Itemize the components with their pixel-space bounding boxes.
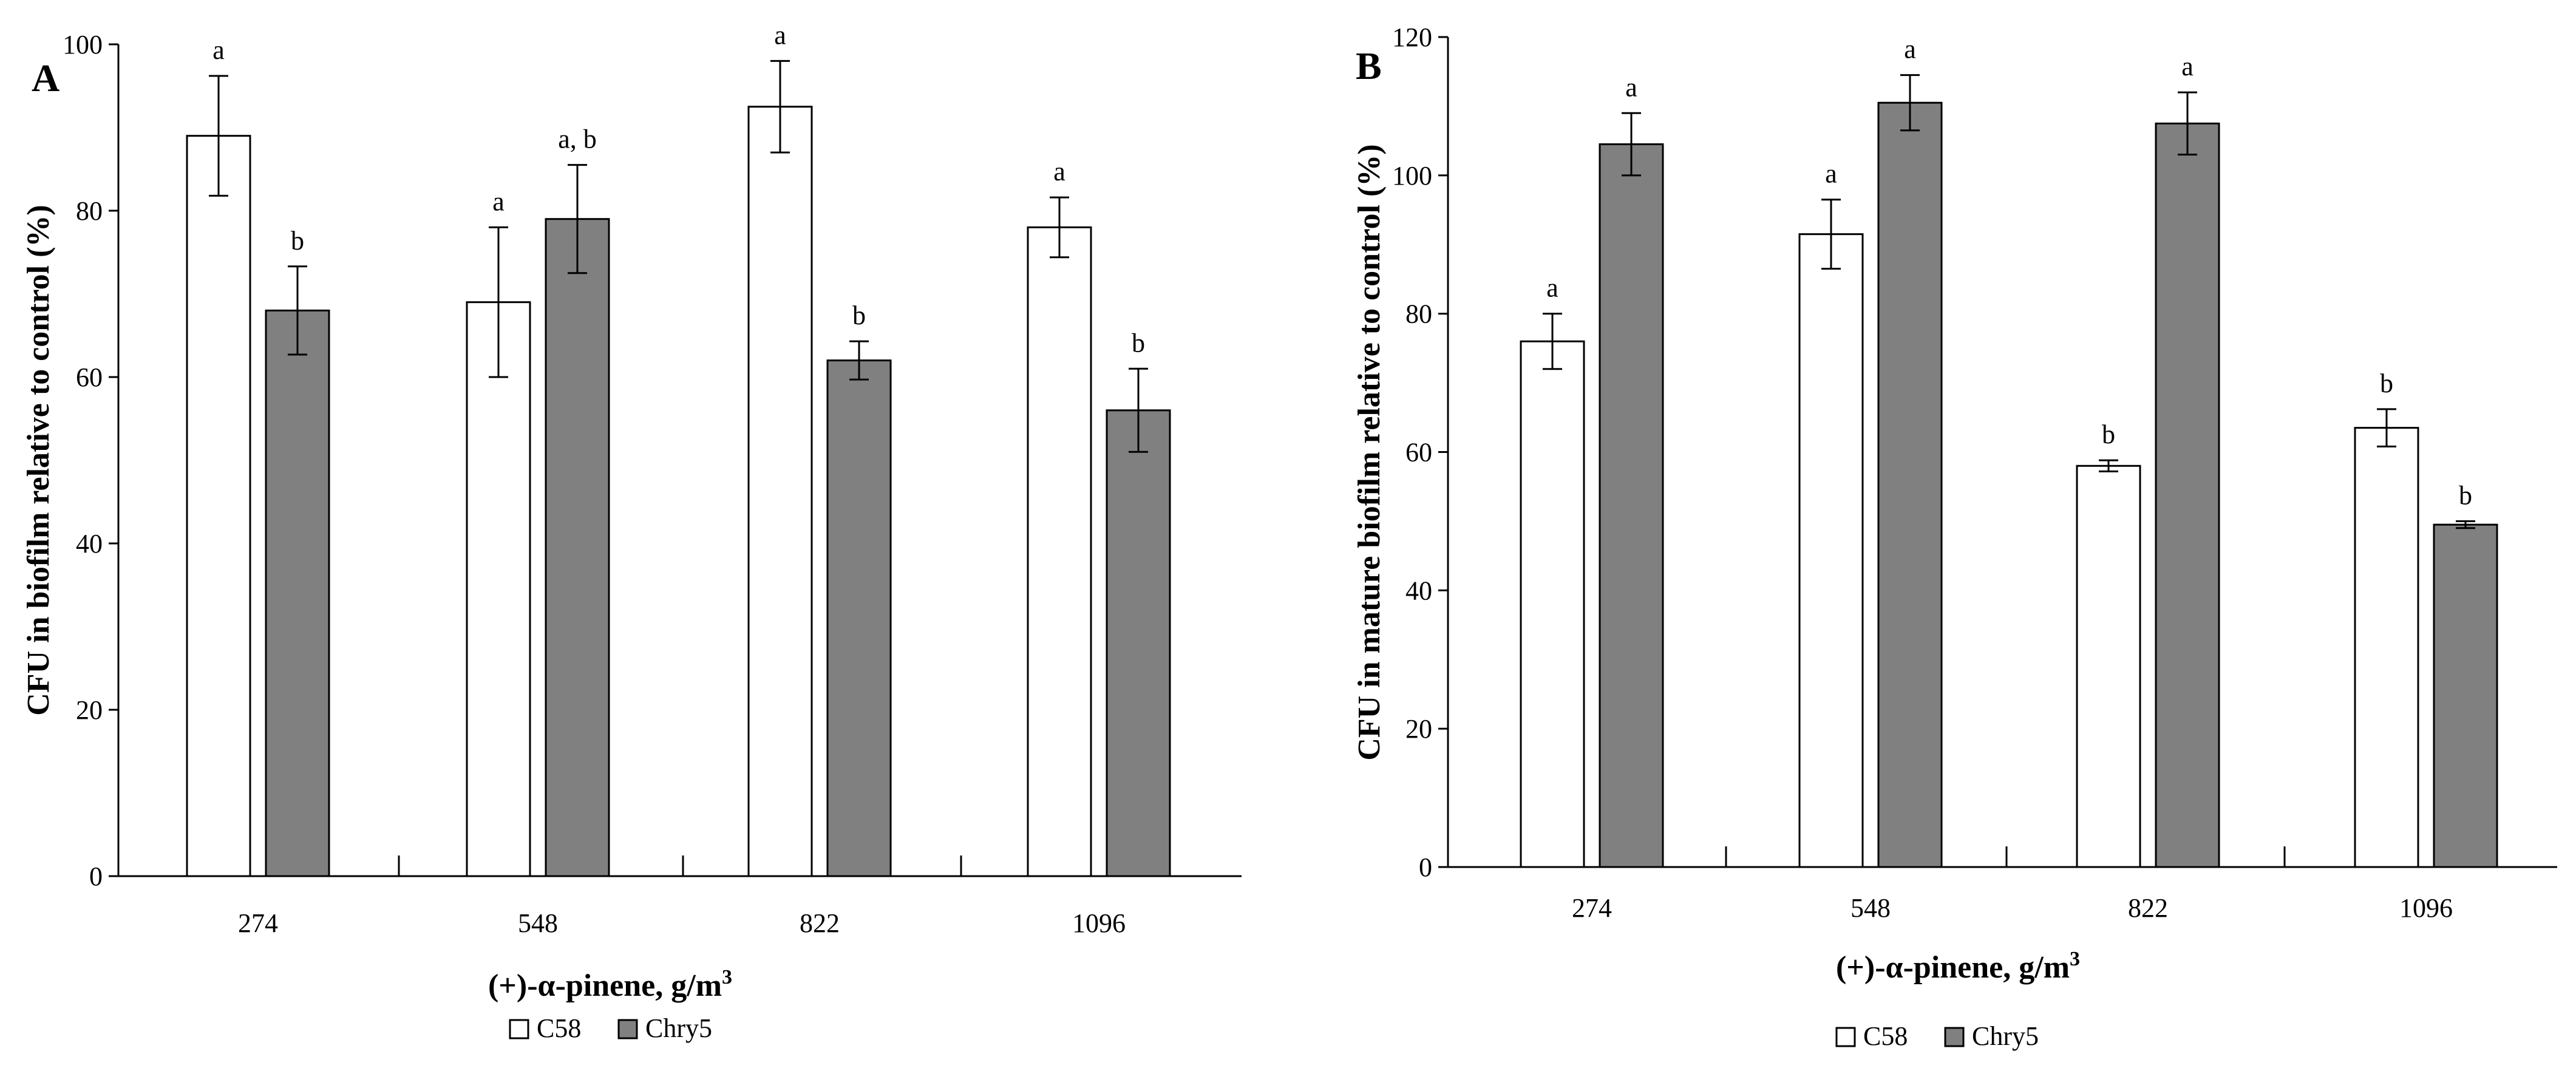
- panel-b-x-axis-label-main: (+)-α-pinene, g/m: [1836, 950, 2070, 985]
- panel-a-y-tick-label: 40: [76, 529, 103, 559]
- panel-a-bar-c58-274: [186, 135, 251, 877]
- panel-b-y-tick-label: 20: [1405, 714, 1432, 744]
- panel-b-y-axis-label: CFU in mature biofilm relative to contro…: [1352, 144, 1387, 760]
- panel-b-legend-label-c58: C58: [1863, 1021, 1908, 1051]
- panel-b-significance-label: b: [2380, 369, 2393, 398]
- panel-a-y-tick-label: 60: [76, 362, 103, 392]
- panel-a-x-tick-label: 548: [518, 908, 558, 938]
- panel-b-significance-label: a: [1625, 72, 1637, 102]
- panel-a-y-tick-label: 100: [63, 30, 103, 60]
- panel-a-significance-label: a: [212, 35, 225, 65]
- panel-b-legend-label-chry5: Chry5: [1972, 1021, 2039, 1051]
- panel-a-x-axis-label-main: (+)-α-pinene, g/m: [488, 968, 722, 1003]
- panel-a-significance-label: a: [1053, 157, 1065, 186]
- panel-a-x-tick-label: 274: [238, 908, 278, 938]
- panel-a-significance-label: b: [1132, 328, 1145, 358]
- panel-a-significance-label: a, b: [558, 124, 597, 154]
- panel-a-chart: 0 20 40 60 80 100 a b 274 a a, b 548 a b 822 a b 1096 CFU …: [21, 20, 1242, 1043]
- panel-a-bar-chry5-548: [545, 218, 610, 877]
- panel-a-x-axis-label-superscript: 3: [722, 966, 732, 988]
- panel-b-y-tick-label: 120: [1392, 22, 1432, 52]
- panel-b-significance-label: b: [2102, 420, 2115, 449]
- panel-a-bar-chry5-1096: [1106, 409, 1171, 877]
- panel-b-x-axis-label-superscript: 3: [2070, 948, 2080, 970]
- panel-b-bar-c58-1096: [2354, 427, 2419, 868]
- panel-a-x-tick-label: 822: [800, 908, 840, 938]
- panel-a-bar-chry5-822: [826, 359, 892, 877]
- panel-a-significance-label: a: [774, 20, 786, 50]
- panel-b-y-tick-label: 100: [1392, 161, 1432, 191]
- panel-a-legend-label-chry5: Chry5: [645, 1013, 712, 1043]
- panel-b-x-tick-label: 1096: [2399, 893, 2453, 923]
- panel-b-x-tick-label: 822: [2128, 893, 2168, 923]
- panel-b-x-tick-label: 548: [1850, 893, 1891, 923]
- panel-b-significance-label: a: [1904, 35, 1916, 64]
- panel-b-bar-chry5-822: [2155, 122, 2220, 868]
- panel-b-chart: 0 20 40 60 80 100 120 a a 274 a a 548 b a 822 b b 1096 CFU …: [1352, 22, 2557, 1051]
- panel-a-y-axis-label: CFU in biofilm relative to control (%): [21, 205, 56, 716]
- panel-a-bar-c58-1096: [1027, 226, 1092, 877]
- panel-b-panel-label: B: [1356, 44, 1382, 87]
- panel-a-bar-c58-822: [747, 106, 813, 877]
- panel-a-bar-c58-548: [466, 301, 531, 877]
- panel-b-bar-chry5-1096: [2433, 523, 2498, 868]
- panel-a-significance-label: a: [492, 186, 505, 216]
- panel-b-x-tick-label: 274: [1572, 893, 1612, 923]
- panel-b-y-tick-label: 60: [1405, 438, 1432, 468]
- panel-b-legend-swatch-c58: [1835, 1027, 1856, 1047]
- panel-b-y-tick-label: 0: [1419, 852, 1432, 882]
- panel-b-bar-chry5-548: [1877, 101, 1943, 868]
- panel-b-y-tick-label: 40: [1405, 576, 1432, 605]
- panel-a-legend-swatch-c58: [509, 1019, 529, 1039]
- panel-b-x-axis-label: (+)-α-pinene, g/m3: [1836, 948, 2080, 985]
- panel-b-bar-c58-822: [2076, 464, 2141, 868]
- panel-b-y-tick-label: 80: [1405, 299, 1432, 329]
- panel-a-x-axis-label: (+)-α-pinene, g/m3: [488, 966, 732, 1003]
- panel-a-significance-label: b: [291, 226, 304, 256]
- panel-a-y-tick-label: 20: [76, 695, 103, 725]
- panel-a-y-tick-label: 0: [89, 862, 103, 891]
- panel-a-x-tick-label: 1096: [1072, 908, 1126, 938]
- panel-a-significance-label: b: [852, 301, 866, 330]
- panel-a-bar-chry5-274: [265, 309, 330, 877]
- panel-a-panel-label: A: [32, 56, 59, 100]
- panel-b-bar-c58-548: [1798, 233, 1864, 868]
- panel-b-significance-label: a: [1546, 273, 1558, 303]
- panel-b-bar-c58-274: [1520, 340, 1585, 868]
- panel-a-legend-swatch-chry5: [617, 1019, 638, 1039]
- panel-a-legend-label-c58: C58: [537, 1013, 581, 1043]
- panel-a-y-tick-label: 80: [76, 196, 103, 226]
- panel-b-significance-label: a: [1825, 159, 1837, 189]
- panel-b-significance-label: a: [2181, 52, 2194, 81]
- panel-b-bar-chry5-274: [1599, 143, 1664, 868]
- panel-b-legend-swatch-chry5: [1944, 1027, 1965, 1047]
- panel-b-significance-label: b: [2459, 480, 2472, 510]
